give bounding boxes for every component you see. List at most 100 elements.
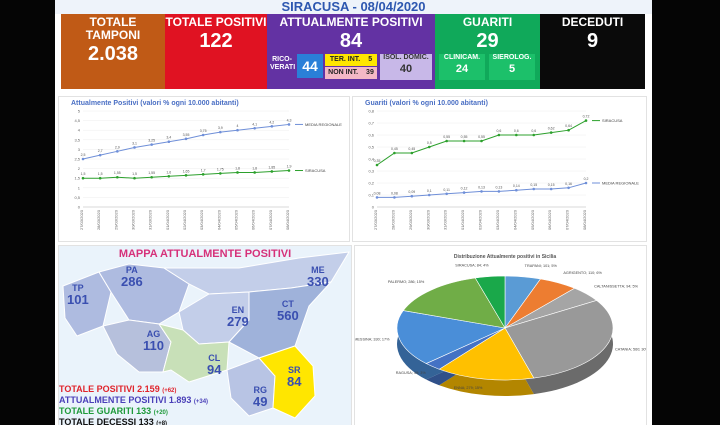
- data-label: 0,62: [548, 127, 555, 131]
- sierolog-box: SIEROLOG. 5: [489, 54, 535, 80]
- x-tick-label: 30/03/2020: [131, 209, 136, 230]
- data-point: [480, 190, 483, 193]
- pie-slice: [438, 327, 535, 381]
- data-point: [219, 172, 222, 175]
- clinicam-value: 24: [455, 63, 469, 75]
- x-tick-label: 01/04/2020: [165, 209, 170, 230]
- data-point: [201, 133, 205, 137]
- data-point: [167, 140, 171, 144]
- data-label: 0,11: [443, 188, 450, 192]
- non-int-label: NON INT.: [328, 69, 359, 76]
- province-value: 560: [277, 308, 299, 323]
- legend-entry: SIRACUSA: [602, 118, 623, 123]
- data-point: [462, 191, 466, 194]
- map-title: MAPPA ATTUALMENTE POSITIVI: [118, 248, 292, 260]
- province-code: PA: [125, 265, 138, 275]
- data-label: 3,25: [148, 139, 155, 143]
- pie-data-label: SIRACUSA; 84; 4%: [455, 264, 489, 268]
- x-tick-label: 07/04/2020: [268, 209, 273, 230]
- pie-data-label: ENNA; 279; 15%: [454, 386, 483, 390]
- x-tick-label: 05/04/2020: [234, 209, 239, 230]
- y-tick-label: 1,5: [74, 176, 80, 181]
- x-tick-label: 02/04/2020: [182, 209, 187, 230]
- data-label: 2,9: [115, 145, 120, 149]
- pie-chart-distribuzione: Distribuzione Attualmente positivi in Si…: [354, 254, 650, 396]
- province-code: ME: [311, 265, 325, 275]
- stat-line: TOTALE GUARITI 133 (+20): [59, 407, 208, 418]
- data-label: 0,13: [478, 185, 485, 189]
- tile-deceduti: DECEDUTI 9: [540, 14, 645, 89]
- ter-int-value: 5: [368, 56, 373, 63]
- chart-guariti-panel: Guariti (valori % ogni 10.000 abitanti) 0…: [352, 96, 647, 242]
- data-point: [81, 176, 85, 180]
- data-point: [150, 175, 153, 179]
- province-code: TP: [72, 283, 84, 293]
- x-tick-label: 03/04/2020: [495, 209, 500, 230]
- y-tick-label: 0,5: [368, 145, 374, 150]
- data-point: [410, 194, 414, 198]
- non-int-box: NON INT. 39: [325, 67, 377, 79]
- series-line: [82, 123, 290, 160]
- data-point: [480, 139, 483, 143]
- data-label: 0,6: [514, 129, 519, 133]
- data-point: [532, 133, 536, 137]
- data-label: 0,08: [374, 191, 381, 195]
- y-tick-label: 0,6: [368, 133, 374, 138]
- data-label: 0,15: [548, 183, 555, 187]
- stat-label: ATTUALMENTE POSITIVI 1.893: [59, 395, 194, 405]
- data-label: 3,55: [183, 133, 190, 137]
- data-point: [270, 125, 274, 128]
- data-label: 1,8: [252, 166, 257, 170]
- x-tick-label: 02/04/2020: [478, 209, 483, 230]
- x-tick-label: 29/03/2020: [408, 209, 413, 230]
- data-point: [532, 187, 536, 191]
- data-point: [567, 186, 570, 190]
- data-label: 1,55: [148, 171, 155, 175]
- province-label-ct: CT 560: [277, 298, 299, 322]
- y-tick-label: 2: [78, 166, 81, 171]
- data-point: [184, 137, 188, 141]
- right-letterbox: [652, 0, 720, 425]
- isol-domic-value: 40: [399, 63, 413, 75]
- data-label: 0,13: [496, 185, 503, 189]
- tile-value: 84: [339, 30, 363, 52]
- province-code: SR: [287, 365, 301, 375]
- data-label: 1,65: [183, 169, 190, 173]
- x-tick-label: 06/04/2020: [547, 209, 552, 230]
- data-point: [393, 196, 396, 199]
- x-tick-label: 31/03/2020: [443, 209, 448, 230]
- x-tick-label: 30/03/2020: [425, 209, 430, 230]
- y-tick-label: 4,5: [74, 118, 80, 123]
- tile-totale-tamponi: TOTALE TAMPONI 2.038: [61, 14, 165, 89]
- legend-entry: MEDIA REGIONALE: [602, 181, 639, 186]
- tile-value: 2.038: [87, 43, 139, 65]
- data-label: 2,7: [98, 149, 103, 153]
- data-label: 4: [237, 124, 239, 128]
- y-tick-label: 3: [78, 147, 81, 152]
- map-panel: MAPPA ATTUALMENTE POSITIVI TP 101 PA 286 ME 3…: [58, 245, 352, 425]
- chart-title: Guariti (valori % ogni 10.000 abitanti): [365, 100, 488, 107]
- data-label: 4,3: [287, 118, 292, 122]
- data-point: [116, 175, 119, 179]
- x-tick-label: 28/03/2020: [390, 209, 395, 230]
- regional-stats: TOTALE POSITIVI 2.159 (+62) ATTUALMENTE P…: [59, 385, 208, 425]
- isol-domic-box: ISOL. DOMIC. 40: [380, 54, 432, 80]
- data-point: [287, 123, 291, 126]
- y-tick-label: 0,2: [368, 181, 374, 186]
- x-tick-label: 05/04/2020: [530, 209, 535, 230]
- chart-guariti: Guariti (valori % ogni 10.000 abitanti) 0…: [365, 100, 639, 230]
- stat-delta: (+20): [153, 410, 168, 416]
- data-point: [497, 190, 501, 193]
- province-value: 279: [227, 314, 249, 329]
- province-value: 94: [207, 362, 222, 377]
- pie-data-label: TRAPANI; 101; 5%: [525, 264, 558, 268]
- pie-slice: [396, 310, 507, 364]
- data-label: 0,45: [408, 147, 415, 151]
- data-label: 0,5: [427, 141, 432, 145]
- chart-attualmente-positivi-panel: Attualmente Positivi (valori % ogni 10.0…: [58, 96, 350, 242]
- tile-label: ATTUALMENTE POSITIVI: [279, 15, 423, 29]
- data-point: [445, 139, 448, 143]
- region-caltanissetta: [157, 323, 230, 383]
- data-point: [98, 153, 102, 157]
